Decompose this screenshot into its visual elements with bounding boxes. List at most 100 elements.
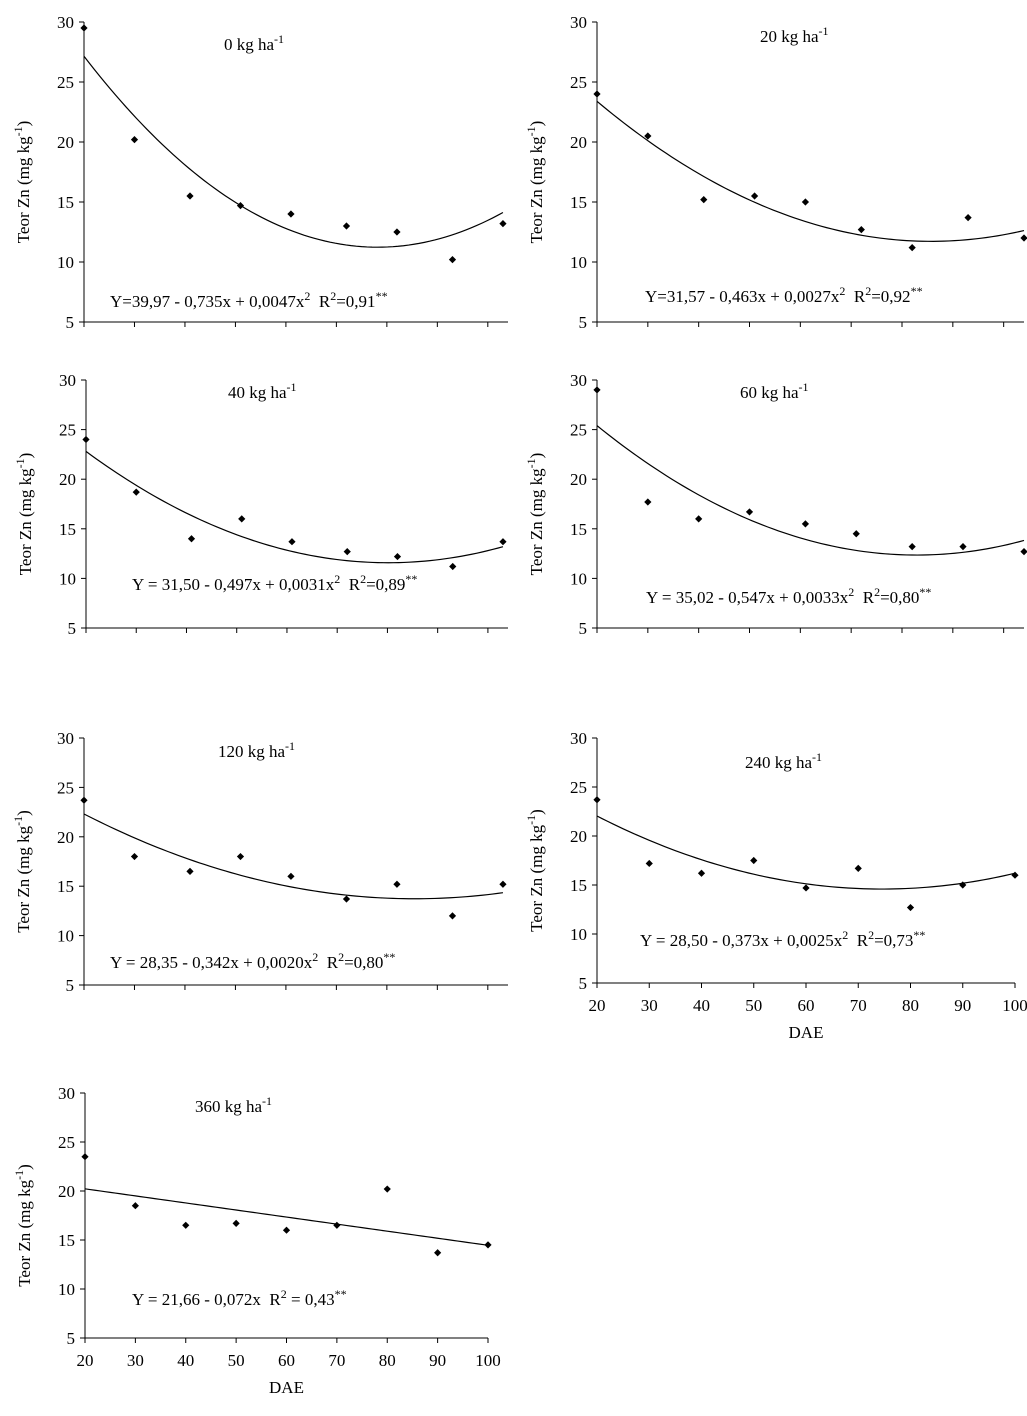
data-point bbox=[448, 256, 457, 264]
data-point bbox=[852, 530, 860, 538]
x-tick-label: 60 bbox=[798, 996, 815, 1015]
y-axis-label-sup: -1 bbox=[524, 126, 538, 136]
y-axis-label-text: Teor Zn (mg kg bbox=[14, 136, 33, 243]
r-squared-label: R bbox=[310, 292, 331, 311]
y-tick-label: 5 bbox=[579, 974, 588, 993]
r-squared-exponent: 2 bbox=[868, 928, 874, 942]
data-point bbox=[499, 880, 507, 888]
x-tick-label: 50 bbox=[745, 996, 762, 1015]
panel-title-sup: -1 bbox=[287, 380, 297, 394]
data-point bbox=[802, 884, 810, 892]
r-squared-value: =0,89 bbox=[366, 575, 405, 594]
data-point bbox=[333, 1221, 341, 1229]
x-tick-label: 50 bbox=[228, 1351, 245, 1370]
x-tick-label: 30 bbox=[127, 1351, 144, 1370]
panel-title: 0 kg ha-1 bbox=[224, 32, 284, 54]
data-point bbox=[801, 520, 810, 528]
equation-text: Y=39,97 - 0,735x + 0,0047x bbox=[110, 292, 305, 311]
equation-exponent: 2 bbox=[839, 284, 845, 298]
y-tick-label: 10 bbox=[57, 253, 74, 272]
y-tick-label: 10 bbox=[59, 569, 76, 588]
data-point bbox=[644, 132, 652, 140]
y-tick-label: 5 bbox=[66, 976, 75, 995]
y-tick-label: 20 bbox=[58, 1182, 75, 1201]
data-point bbox=[287, 210, 295, 218]
panel-title-sup: -1 bbox=[262, 1094, 272, 1108]
panel-title-text: 240 kg ha bbox=[745, 753, 813, 772]
data-point bbox=[644, 498, 652, 506]
y-tick-label: 25 bbox=[59, 421, 76, 440]
y-tick-label: 25 bbox=[570, 421, 587, 440]
y-tick-label: 10 bbox=[570, 925, 587, 944]
r-squared-value: = 0,43 bbox=[287, 1290, 335, 1309]
x-tick-label: 100 bbox=[475, 1351, 501, 1370]
y-axis-label: Teor Zn (mg kg-1) bbox=[12, 1164, 34, 1287]
panel-title: 20 kg ha-1 bbox=[760, 24, 829, 46]
y-tick-label: 30 bbox=[570, 729, 587, 748]
panel-title: 240 kg ha-1 bbox=[745, 750, 822, 772]
y-tick-label: 15 bbox=[59, 520, 76, 539]
significance-mark: ** bbox=[383, 950, 395, 964]
y-tick-label: 25 bbox=[57, 778, 74, 797]
y-axis-label: Teor Zn (mg kg-1) bbox=[524, 809, 546, 932]
significance-mark: ** bbox=[405, 572, 417, 586]
y-tick-label: 20 bbox=[57, 133, 74, 152]
data-point bbox=[908, 543, 916, 551]
y-tick-label: 15 bbox=[57, 193, 74, 212]
data-point bbox=[750, 856, 758, 865]
equation-text: Y = 35,02 - 0,547x + 0,0033x bbox=[646, 588, 849, 607]
data-point bbox=[449, 562, 457, 571]
regression-curve bbox=[596, 425, 1025, 556]
equation-text: Y = 31,50 - 0,497x + 0,0031x bbox=[132, 575, 335, 594]
data-point bbox=[131, 1202, 139, 1210]
regression-curve bbox=[596, 100, 1025, 242]
panel-title-text: 60 kg ha bbox=[740, 383, 799, 402]
r-squared-value: =0,80 bbox=[880, 588, 919, 607]
panel-title-text: 360 kg ha bbox=[195, 1097, 263, 1116]
y-tick-label: 5 bbox=[579, 313, 588, 332]
panel-title: 60 kg ha-1 bbox=[740, 380, 809, 402]
x-tick-label: 80 bbox=[902, 996, 919, 1015]
y-tick-label: 5 bbox=[67, 1329, 76, 1348]
y-tick-label: 20 bbox=[570, 827, 587, 846]
data-point bbox=[964, 214, 972, 222]
y-axis-label-sup: -1 bbox=[11, 816, 25, 826]
x-tick-label: 90 bbox=[954, 996, 971, 1015]
y-axis-label: Teor Zn (mg kg-1) bbox=[13, 453, 35, 576]
data-point bbox=[1011, 871, 1019, 879]
y-axis-label: Teor Zn (mg kg-1) bbox=[11, 810, 33, 933]
data-point bbox=[645, 859, 653, 868]
data-point bbox=[393, 228, 401, 236]
y-tick-label: 30 bbox=[57, 729, 74, 748]
panel-title: 120 kg ha-1 bbox=[218, 739, 295, 761]
r-squared-label: R bbox=[318, 953, 339, 972]
data-point bbox=[1020, 234, 1027, 242]
y-axis-label-end: ) bbox=[14, 121, 33, 127]
y-axis-label-text: Teor Zn (mg kg bbox=[527, 824, 546, 931]
data-point bbox=[959, 881, 967, 889]
y-tick-label: 15 bbox=[570, 193, 587, 212]
regression-curve bbox=[596, 815, 1016, 890]
data-point bbox=[186, 192, 194, 200]
r-squared-exponent: 2 bbox=[338, 950, 344, 964]
significance-mark: ** bbox=[919, 585, 931, 599]
y-tick-label: 30 bbox=[58, 1084, 75, 1103]
panel-5: 5 10 15 20 25 30 20 30 40 50 60 70 80 90 100 Teor Zn (m… bbox=[524, 729, 1027, 1042]
x-tick-label: 70 bbox=[328, 1351, 345, 1370]
data-point bbox=[282, 1226, 291, 1234]
y-tick-label: 15 bbox=[57, 877, 74, 896]
y-tick-label: 25 bbox=[57, 73, 74, 92]
y-axis-label-sup: -1 bbox=[13, 458, 27, 468]
data-point bbox=[393, 880, 401, 888]
y-axis-label-end: ) bbox=[527, 121, 546, 127]
r-squared-label: R bbox=[848, 931, 869, 950]
data-point bbox=[80, 24, 88, 32]
data-point bbox=[745, 508, 754, 516]
x-axis-label: DAE bbox=[789, 1023, 824, 1042]
equation-exponent: 2 bbox=[842, 928, 848, 942]
regression-equation: Y = 31,50 - 0,497x + 0,0031x2 R2=0,89** bbox=[132, 572, 417, 594]
y-tick-label: 15 bbox=[570, 876, 587, 895]
panel-title-text: 40 kg ha bbox=[228, 383, 287, 402]
data-point bbox=[187, 535, 196, 543]
